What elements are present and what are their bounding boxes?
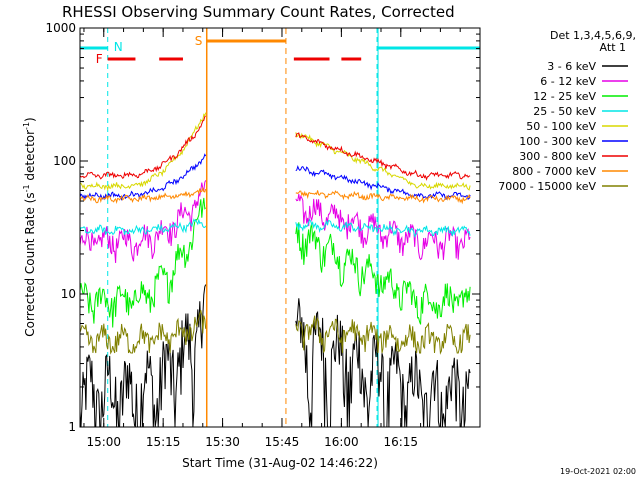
legend: Det 1,3,4,5,6,9, Att 1 3 - 6 keV 6 - 12 k… <box>498 29 636 193</box>
legend-label-1: 3 - 6 keV <box>547 60 596 73</box>
legend-label-6: 100 - 300 keV <box>519 135 596 148</box>
series-line-6 <box>79 153 207 201</box>
y-axis-label: Corrected Count Rate (s-1 detector-1) <box>22 117 37 336</box>
y-axis-label-sup: -1 <box>22 184 31 192</box>
series-line-8 <box>295 190 471 205</box>
y-axis-label-mid: detector <box>23 130 37 185</box>
x-tick-label: 16:00 <box>324 435 359 449</box>
series-line-2 <box>79 180 207 264</box>
series-line-7 <box>295 132 471 181</box>
flare-flag-label: F <box>96 52 103 66</box>
legend-items: 3 - 6 keV 6 - 12 keV 12 - 25 keV 25 - 50 ke… <box>498 60 628 193</box>
night-flag-label: N <box>114 40 123 54</box>
legend-label-4: 25 - 50 keV <box>533 105 596 118</box>
y-axis-label-end: ) <box>23 117 37 122</box>
plot-frame <box>79 27 481 428</box>
chart-title: RHESSI Observing Summary Count Rates, Co… <box>62 3 455 21</box>
legend-label-7: 300 - 800 keV <box>519 150 596 163</box>
legend-label-8: 800 - 7000 keV <box>512 165 596 178</box>
series-line-4 <box>79 218 207 235</box>
series-line-5 <box>79 112 207 192</box>
observing-flags: N S F <box>80 28 480 427</box>
series-line-5 <box>295 132 471 191</box>
series-line-9 <box>295 315 471 355</box>
legend-header-line-1: Det 1,3,4,5,6,9, <box>550 29 636 42</box>
series-line-8 <box>79 186 207 205</box>
y-axis-label-part: Corrected Count Rate (s <box>23 192 37 336</box>
series-line-1 <box>79 284 207 428</box>
y-axis-label-sup: -1 <box>22 122 31 130</box>
x-tick-label: 16:15 <box>383 435 418 449</box>
series-layer <box>79 112 471 428</box>
x-tick-label: 15:30 <box>205 435 240 449</box>
legend-label-2: 6 - 12 keV <box>540 75 596 88</box>
series-line-7 <box>79 115 206 180</box>
series-line-2 <box>295 193 471 261</box>
x-tick-label: 15:15 <box>146 435 181 449</box>
y-tick-label: 100 <box>53 154 76 168</box>
saa-flag-label: S <box>195 34 203 48</box>
series-line-3 <box>79 197 207 328</box>
timestamp: 19-Oct-2021 02:00 <box>560 467 636 476</box>
legend-label-3: 12 - 25 keV <box>533 90 596 103</box>
legend-label-9: 7000 - 15000 keV <box>498 180 596 193</box>
y-tick-label: 10 <box>61 287 76 301</box>
x-tick-label: 15:00 <box>86 435 121 449</box>
y-tick-label: 1 <box>68 420 76 434</box>
y-axis: 1 10 100 1000 <box>45 21 480 434</box>
series-line-4 <box>295 218 471 238</box>
series-line-9 <box>79 310 207 355</box>
x-tick-label: 15:45 <box>265 435 300 449</box>
y-tick-label: 1000 <box>45 21 76 35</box>
series-line-3 <box>295 222 471 325</box>
legend-label-5: 50 - 100 keV <box>526 120 596 133</box>
x-axis-label: Start Time (31-Aug-02 14:46:22) <box>182 456 378 470</box>
x-axis: 15:00 15:15 15:30 15:45 16:00 16:15 <box>83 28 481 449</box>
series-line-6 <box>295 164 471 200</box>
legend-header-line-2: Att 1 <box>600 41 626 54</box>
series-line-1 <box>295 298 471 428</box>
